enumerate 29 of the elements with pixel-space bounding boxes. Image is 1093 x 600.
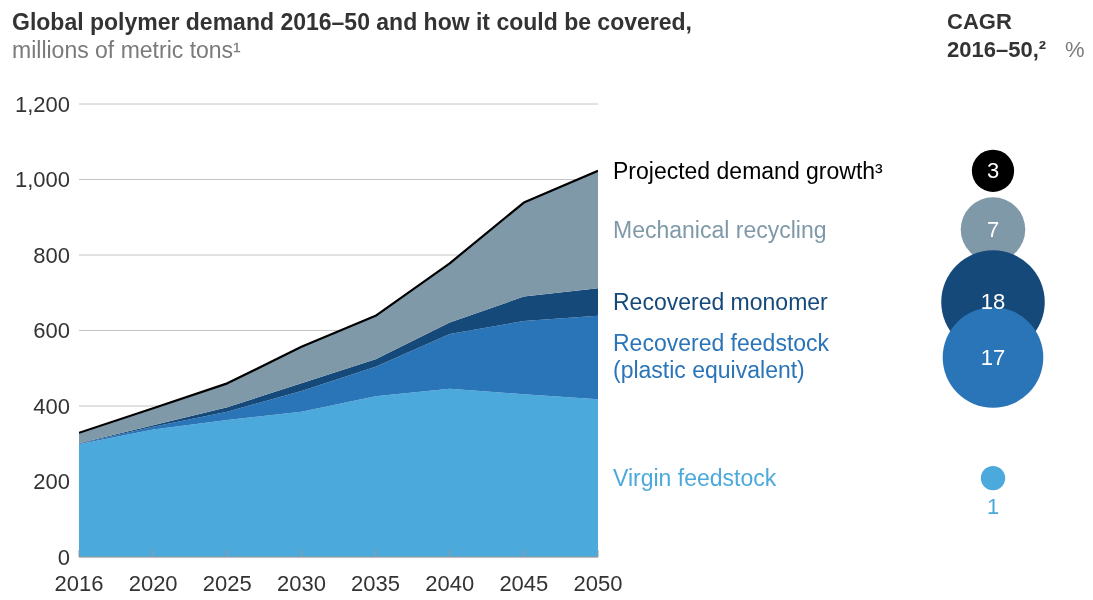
y-tick-label: 800 <box>33 242 70 268</box>
chart-title: Global polymer demand 2016–50 and how it could be covered, <box>12 8 692 36</box>
text: CAGR 2016–50,² <box>947 8 1048 64</box>
y-tick-label: 400 <box>33 393 70 419</box>
x-tick-label: 2020 <box>128 571 178 596</box>
data-label: 18 <box>980 289 1006 315</box>
series-label: Virgin feedstock <box>613 464 778 492</box>
data-label: 17 <box>980 344 1006 370</box>
x-tick-label: 2040 <box>425 571 475 596</box>
x-tick-label: 2035 <box>351 571 401 596</box>
x-tick-label: 2050 <box>573 571 623 596</box>
series-label: Mechanical recycling <box>613 216 828 244</box>
x-tick-label: 2030 <box>276 571 326 596</box>
y-tick-label: 1,000 <box>14 167 70 193</box>
series-label: Recovered monomer <box>613 288 829 316</box>
y-tick-label: 600 <box>33 318 70 344</box>
series-label: Recovered feedstock (plastic equivalent) <box>613 330 831 385</box>
x-tick-label: 2016 <box>54 571 104 596</box>
data-label: 1 <box>986 493 1000 519</box>
chart-subtitle: millions of metric tons¹ <box>12 36 241 64</box>
y-tick-label: 200 <box>33 469 70 495</box>
y-tick-label: 1,200 <box>14 91 70 117</box>
data-label: 7 <box>986 217 1000 243</box>
text: % <box>1065 36 1085 64</box>
data-label: 3 <box>986 158 1000 184</box>
annotation: Projected demand growth³ <box>613 157 883 185</box>
y-tick-label: 0 <box>57 544 70 570</box>
x-tick-label: 2045 <box>499 571 549 596</box>
x-tick-label: 2025 <box>202 571 252 596</box>
